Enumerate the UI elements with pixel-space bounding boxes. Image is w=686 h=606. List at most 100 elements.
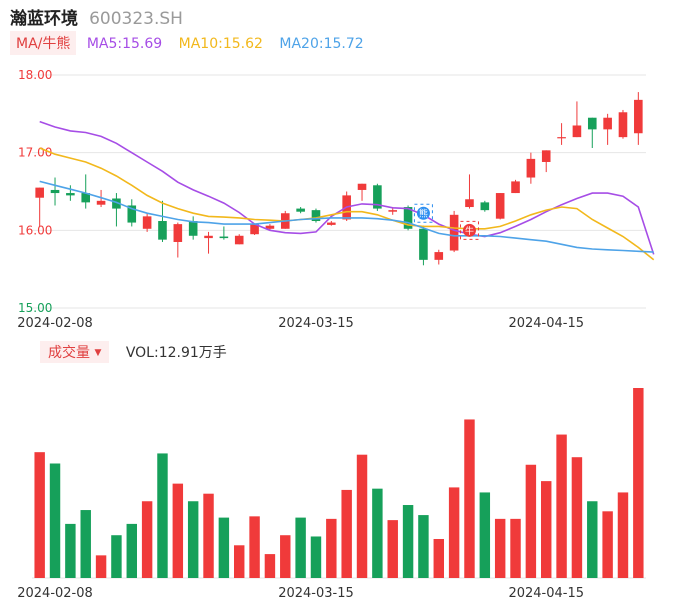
y-tick-label: 18.00	[18, 68, 52, 82]
candle-body	[572, 125, 582, 138]
volume-bar	[525, 464, 537, 578]
volume-bar	[310, 536, 322, 578]
candle-body	[357, 183, 367, 190]
candle-body	[173, 224, 183, 242]
volume-bar	[80, 510, 91, 578]
volume-bar	[95, 555, 107, 578]
x-tick-label: 2024-02-08	[17, 586, 93, 601]
candle-body	[495, 193, 505, 219]
candle-body	[234, 235, 244, 245]
volume-value: VOL:12.91万手	[125, 345, 227, 361]
stock-code: 600323.SH	[89, 9, 183, 29]
candle-body	[35, 187, 44, 198]
ma5-value: MA5:15.69	[86, 36, 163, 52]
candle-body	[265, 225, 275, 229]
volume-bar	[494, 518, 506, 578]
candle-body	[511, 181, 520, 194]
y-tick-label: 17.00	[18, 146, 52, 160]
volume-bar	[111, 535, 122, 578]
candle-body	[66, 193, 75, 196]
candle-body	[480, 202, 490, 211]
x-tick-label: 2024-03-15	[278, 586, 354, 601]
signal-marker-dot	[462, 223, 476, 237]
candle-body	[634, 99, 643, 134]
price-axis: 18.00 17.00 16.00 15.00	[18, 68, 52, 315]
volume-bar	[218, 517, 230, 578]
volume-bar	[141, 501, 153, 578]
volume-bar	[203, 493, 214, 578]
candle-body	[112, 198, 121, 209]
volume-bar	[402, 505, 414, 578]
volume-bar	[356, 454, 368, 578]
candle-body	[465, 199, 474, 208]
candle-body	[541, 150, 551, 162]
dropdown-triangle-icon: ▼	[94, 348, 102, 358]
ma10-line	[39, 147, 655, 261]
candlesticks	[35, 92, 643, 266]
volume-bar	[541, 481, 552, 578]
candle-body	[587, 117, 597, 130]
volume-bar	[234, 545, 245, 578]
volume-bar	[387, 520, 398, 578]
volume-bar	[587, 501, 598, 578]
candle-body	[142, 216, 152, 229]
date-axis-top: 2024-02-08 2024-03-15 2024-04-15	[17, 316, 584, 331]
volume-bar	[341, 489, 352, 578]
signal-marker-dot	[416, 206, 430, 220]
ma-lines	[39, 120, 655, 261]
volume-bar	[157, 453, 168, 578]
volume-indicator-button[interactable]: 成交量 ▼	[40, 341, 110, 363]
volume-bar	[602, 511, 613, 578]
ma10-value: MA10:15.62	[178, 36, 263, 52]
candle-body	[434, 252, 444, 260]
volume-bar	[65, 523, 76, 578]
volume-bar	[187, 501, 199, 578]
candle-body	[311, 210, 321, 222]
ma-legend: MA/牛熊 MA5:15.69 MA10:15.62 MA20:15.72	[10, 31, 376, 55]
signal-marker: 牛	[459, 220, 479, 240]
signal-markers: 熊牛	[413, 203, 479, 240]
volume-bar	[633, 388, 644, 578]
volume-legend: 成交量 ▼ VOL:12.91万手	[40, 341, 227, 363]
volume-bar	[264, 554, 276, 578]
volume-bar	[510, 518, 521, 578]
volume-bar	[433, 538, 444, 578]
candle-body	[403, 207, 413, 229]
volume-bar	[479, 492, 491, 578]
signal-marker-label: 牛	[465, 225, 474, 237]
candle-body	[81, 193, 91, 203]
date-axis-bottom: 2024-02-08 2024-03-15 2024-04-15	[17, 586, 584, 601]
ma20-value: MA20:15.72	[279, 36, 364, 52]
candle-body	[388, 210, 398, 212]
candle-body	[219, 236, 229, 239]
volume-indicator-label: 成交量	[48, 345, 90, 361]
volume-bar	[617, 492, 629, 578]
candle-body	[188, 221, 198, 236]
candle-body	[526, 158, 536, 178]
volume-bar	[556, 434, 567, 578]
candle-body	[449, 214, 459, 251]
x-tick-label: 2024-03-15	[278, 316, 354, 331]
volume-bar	[571, 457, 583, 578]
x-tick-label: 2024-02-08	[17, 316, 93, 331]
signal-marker-frame	[413, 203, 433, 223]
candle-body	[557, 137, 566, 139]
volume-bar	[295, 517, 306, 578]
signal-marker: 熊	[413, 203, 433, 223]
x-tick-label: 2024-04-15	[508, 316, 584, 331]
volume-bars	[34, 388, 644, 578]
y-tick-label: 15.00	[18, 301, 52, 315]
volume-bar	[34, 452, 45, 578]
stock-header: 瀚蓝环境 600323.SH	[10, 4, 183, 29]
volume-bar	[448, 487, 460, 578]
ma-indicator-button[interactable]: MA/牛熊	[10, 31, 77, 55]
x-tick-label: 2024-04-15	[508, 586, 584, 601]
candle-body	[158, 221, 167, 240]
candle-body	[373, 185, 382, 209]
candle-body	[204, 235, 213, 239]
candle-body	[127, 205, 137, 223]
volume-bar	[464, 419, 475, 578]
volume-bar	[249, 516, 260, 578]
signal-marker-label: 熊	[419, 208, 428, 220]
